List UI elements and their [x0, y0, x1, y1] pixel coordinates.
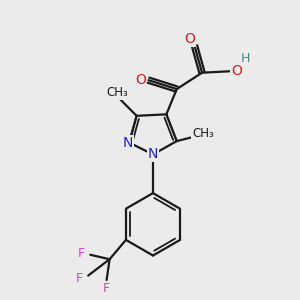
Text: CH₃: CH₃: [106, 86, 128, 99]
Text: CH₃: CH₃: [192, 127, 214, 140]
Text: F: F: [76, 272, 83, 285]
Text: H: H: [241, 52, 250, 65]
Text: N: N: [122, 136, 133, 150]
Text: O: O: [231, 64, 242, 78]
Text: F: F: [78, 248, 85, 260]
Text: O: O: [185, 32, 196, 46]
Text: N: N: [148, 148, 158, 161]
Text: F: F: [103, 283, 110, 296]
Text: O: O: [135, 73, 146, 87]
